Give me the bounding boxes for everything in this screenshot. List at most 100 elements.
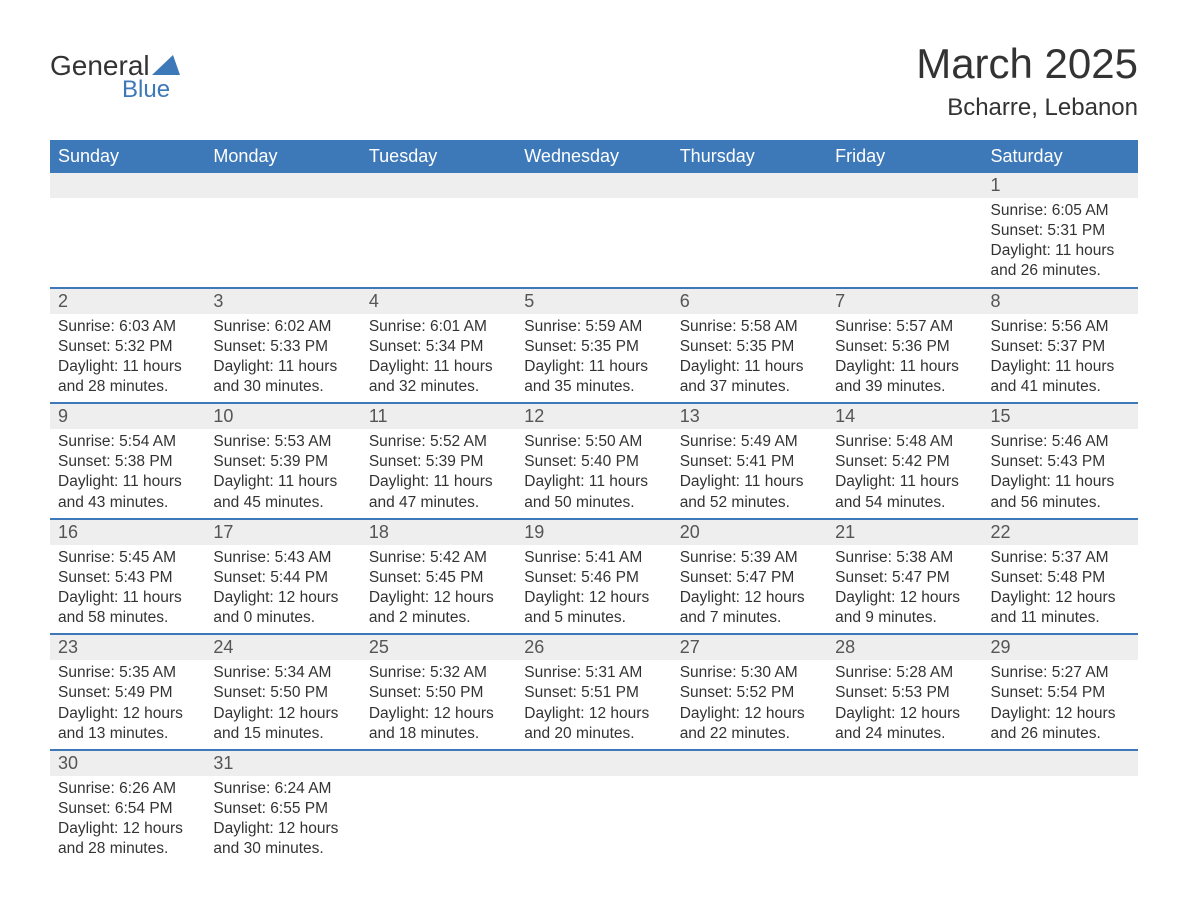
day-header: Wednesday bbox=[516, 140, 671, 173]
day-number-cell: 6 bbox=[672, 288, 827, 314]
day-number-cell: 15 bbox=[983, 403, 1138, 429]
sunset-line: Sunset: 5:45 PM bbox=[369, 568, 508, 588]
daylight-line-2: and 30 minutes. bbox=[213, 839, 352, 859]
day-number-cell: 13 bbox=[672, 403, 827, 429]
day-number-cell bbox=[516, 750, 671, 776]
sunset-line: Sunset: 5:37 PM bbox=[991, 337, 1130, 357]
sunrise-line: Sunrise: 6:24 AM bbox=[213, 779, 352, 799]
day-detail-cell: Sunrise: 5:39 AMSunset: 5:47 PMDaylight:… bbox=[672, 545, 827, 635]
day-detail-cell: Sunrise: 5:53 AMSunset: 5:39 PMDaylight:… bbox=[205, 429, 360, 519]
sunset-line: Sunset: 5:53 PM bbox=[835, 683, 974, 703]
day-detail-cell bbox=[50, 198, 205, 288]
sunset-line: Sunset: 5:36 PM bbox=[835, 337, 974, 357]
logo-text-bottom: Blue bbox=[122, 76, 170, 104]
page-location: Bcharre, Lebanon bbox=[916, 94, 1138, 122]
daylight-line-1: Daylight: 11 hours bbox=[213, 472, 352, 492]
day-number-cell: 22 bbox=[983, 519, 1138, 545]
sunrise-line: Sunrise: 5:31 AM bbox=[524, 663, 663, 683]
sunrise-line: Sunrise: 5:27 AM bbox=[991, 663, 1130, 683]
sunset-line: Sunset: 5:41 PM bbox=[680, 452, 819, 472]
sunrise-line: Sunrise: 5:54 AM bbox=[58, 432, 197, 452]
day-header: Thursday bbox=[672, 140, 827, 173]
day-number-row: 2345678 bbox=[50, 288, 1138, 314]
day-detail-cell: Sunrise: 5:30 AMSunset: 5:52 PMDaylight:… bbox=[672, 660, 827, 750]
page-header: General Blue March 2025 Bcharre, Lebanon bbox=[50, 40, 1138, 122]
sunrise-line: Sunrise: 5:57 AM bbox=[835, 317, 974, 337]
daylight-line-2: and 32 minutes. bbox=[369, 377, 508, 397]
daylight-line-2: and 20 minutes. bbox=[524, 724, 663, 744]
sunset-line: Sunset: 5:51 PM bbox=[524, 683, 663, 703]
daylight-line-2: and 0 minutes. bbox=[213, 608, 352, 628]
sunset-line: Sunset: 5:40 PM bbox=[524, 452, 663, 472]
sunrise-line: Sunrise: 5:58 AM bbox=[680, 317, 819, 337]
sunset-line: Sunset: 5:50 PM bbox=[213, 683, 352, 703]
day-detail-cell bbox=[205, 198, 360, 288]
day-number-cell bbox=[361, 173, 516, 198]
sunset-line: Sunset: 6:54 PM bbox=[58, 799, 197, 819]
daylight-line-2: and 30 minutes. bbox=[213, 377, 352, 397]
day-number-row: 16171819202122 bbox=[50, 519, 1138, 545]
sunset-line: Sunset: 5:35 PM bbox=[524, 337, 663, 357]
daylight-line-2: and 56 minutes. bbox=[991, 493, 1130, 513]
day-detail-cell: Sunrise: 5:49 AMSunset: 5:41 PMDaylight:… bbox=[672, 429, 827, 519]
day-detail-row: Sunrise: 6:03 AMSunset: 5:32 PMDaylight:… bbox=[50, 314, 1138, 404]
sunrise-line: Sunrise: 6:02 AM bbox=[213, 317, 352, 337]
day-detail-cell: Sunrise: 5:37 AMSunset: 5:48 PMDaylight:… bbox=[983, 545, 1138, 635]
sunrise-line: Sunrise: 6:01 AM bbox=[369, 317, 508, 337]
daylight-line-1: Daylight: 11 hours bbox=[213, 357, 352, 377]
daylight-line-1: Daylight: 12 hours bbox=[680, 704, 819, 724]
day-number-cell: 23 bbox=[50, 634, 205, 660]
day-detail-cell: Sunrise: 5:41 AMSunset: 5:46 PMDaylight:… bbox=[516, 545, 671, 635]
day-detail-cell: Sunrise: 5:27 AMSunset: 5:54 PMDaylight:… bbox=[983, 660, 1138, 750]
day-number-cell: 31 bbox=[205, 750, 360, 776]
daylight-line-2: and 26 minutes. bbox=[991, 724, 1130, 744]
daylight-line-2: and 9 minutes. bbox=[835, 608, 974, 628]
sunset-line: Sunset: 5:50 PM bbox=[369, 683, 508, 703]
sunrise-line: Sunrise: 5:59 AM bbox=[524, 317, 663, 337]
sunrise-line: Sunrise: 5:49 AM bbox=[680, 432, 819, 452]
daylight-line-2: and 5 minutes. bbox=[524, 608, 663, 628]
sunrise-line: Sunrise: 5:50 AM bbox=[524, 432, 663, 452]
sunrise-line: Sunrise: 5:35 AM bbox=[58, 663, 197, 683]
day-number-row: 9101112131415 bbox=[50, 403, 1138, 429]
day-number-cell: 19 bbox=[516, 519, 671, 545]
sunrise-line: Sunrise: 5:53 AM bbox=[213, 432, 352, 452]
sunset-line: Sunset: 5:47 PM bbox=[680, 568, 819, 588]
day-detail-row: Sunrise: 6:26 AMSunset: 6:54 PMDaylight:… bbox=[50, 776, 1138, 865]
sunset-line: Sunset: 5:39 PM bbox=[369, 452, 508, 472]
day-detail-cell: Sunrise: 5:58 AMSunset: 5:35 PMDaylight:… bbox=[672, 314, 827, 404]
sunset-line: Sunset: 5:42 PM bbox=[835, 452, 974, 472]
daylight-line-2: and 39 minutes. bbox=[835, 377, 974, 397]
sunrise-line: Sunrise: 5:32 AM bbox=[369, 663, 508, 683]
sunrise-line: Sunrise: 6:26 AM bbox=[58, 779, 197, 799]
day-detail-cell: Sunrise: 5:34 AMSunset: 5:50 PMDaylight:… bbox=[205, 660, 360, 750]
sunset-line: Sunset: 5:32 PM bbox=[58, 337, 197, 357]
sunrise-line: Sunrise: 5:41 AM bbox=[524, 548, 663, 568]
daylight-line-1: Daylight: 11 hours bbox=[369, 357, 508, 377]
day-number-cell bbox=[672, 750, 827, 776]
day-detail-cell: Sunrise: 5:56 AMSunset: 5:37 PMDaylight:… bbox=[983, 314, 1138, 404]
sunrise-line: Sunrise: 5:56 AM bbox=[991, 317, 1130, 337]
calendar-table: Sunday Monday Tuesday Wednesday Thursday… bbox=[50, 140, 1138, 864]
day-detail-cell: Sunrise: 6:01 AMSunset: 5:34 PMDaylight:… bbox=[361, 314, 516, 404]
daylight-line-1: Daylight: 12 hours bbox=[213, 704, 352, 724]
day-number-cell: 1 bbox=[983, 173, 1138, 198]
day-number-cell: 11 bbox=[361, 403, 516, 429]
daylight-line-1: Daylight: 11 hours bbox=[524, 472, 663, 492]
daylight-line-1: Daylight: 11 hours bbox=[58, 588, 197, 608]
day-number-cell bbox=[827, 173, 982, 198]
daylight-line-2: and 43 minutes. bbox=[58, 493, 197, 513]
day-number-cell bbox=[672, 173, 827, 198]
day-number-cell: 21 bbox=[827, 519, 982, 545]
sunrise-line: Sunrise: 5:30 AM bbox=[680, 663, 819, 683]
day-number-cell: 3 bbox=[205, 288, 360, 314]
day-number-cell bbox=[516, 173, 671, 198]
daylight-line-2: and 7 minutes. bbox=[680, 608, 819, 628]
day-detail-cell bbox=[361, 776, 516, 865]
day-number-cell: 2 bbox=[50, 288, 205, 314]
day-header: Tuesday bbox=[361, 140, 516, 173]
daylight-line-1: Daylight: 12 hours bbox=[213, 588, 352, 608]
daylight-line-2: and 24 minutes. bbox=[835, 724, 974, 744]
sunrise-line: Sunrise: 5:48 AM bbox=[835, 432, 974, 452]
daylight-line-2: and 26 minutes. bbox=[991, 261, 1130, 281]
